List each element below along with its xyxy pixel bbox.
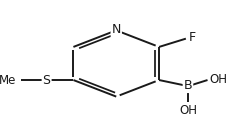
Text: F: F [188,31,195,44]
Text: S: S [42,74,50,87]
Text: OH: OH [209,73,226,86]
Text: B: B [183,79,191,92]
Text: Me: Me [0,74,17,87]
Text: OH: OH [178,104,196,117]
Text: N: N [111,23,120,36]
